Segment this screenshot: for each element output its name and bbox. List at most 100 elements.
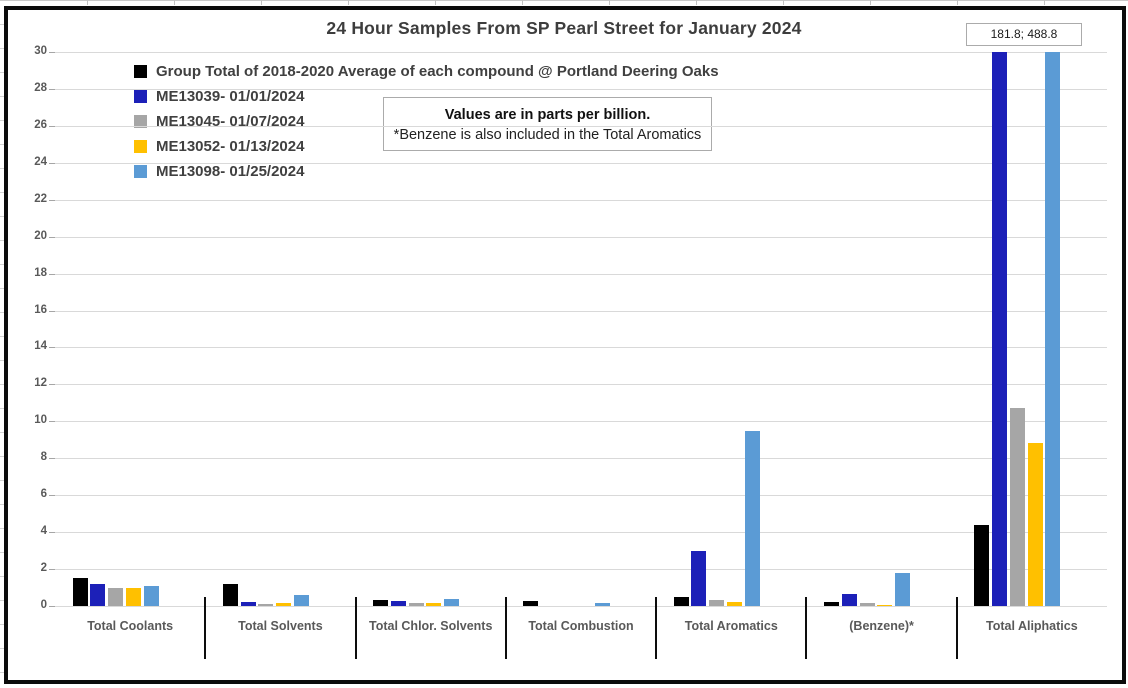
y-axis-tick [49,606,55,607]
legend-label: ME13052- 01/13/2024 [156,138,305,155]
y-axis-tick [49,162,55,164]
gridline [55,532,1107,534]
chart-legend: Group Total of 2018-2020 Average of each… [134,59,719,184]
legend-swatch-icon [134,90,147,103]
spreadsheet-row-edge [0,144,4,145]
legend-swatch-icon [134,165,147,178]
bar [222,583,238,606]
spreadsheet-row-edge [0,384,4,385]
bar [258,604,274,606]
bar [594,603,610,606]
legend-label: Group Total of 2018-2020 Average of each… [156,63,719,80]
category-label: Total Combustion [528,619,634,633]
clipped-values-callout: 181.8; 488.8 [966,23,1082,46]
spreadsheet-row-edge [0,432,4,433]
category-separator-line [204,597,207,659]
bar [293,594,309,606]
bar [895,572,911,606]
spreadsheet-column-edge [522,0,523,5]
gridline [55,384,1107,386]
category-separator-line [955,597,958,659]
y-axis-label: 12 [34,377,47,390]
gridline [55,458,1107,460]
y-axis-tick [49,310,55,312]
category-separator-line [504,597,507,659]
bar [276,603,292,606]
bar [143,585,159,606]
bar [992,52,1007,606]
bar [426,603,442,606]
legend-item: ME13052- 01/13/2024 [134,134,719,159]
category-label: Total Coolants [87,619,174,633]
y-axis-tick [49,421,55,423]
spreadsheet-row-edge [0,72,4,73]
bar [691,550,707,606]
y-axis-tick [49,273,55,275]
spreadsheet-row-edge [0,408,4,409]
spreadsheet-column-edge [174,0,175,5]
spreadsheet-row-edge [0,456,4,457]
gridline [55,199,1107,201]
bar [1027,443,1043,606]
y-axis-label: 10 [34,414,47,427]
spreadsheet-gridline [0,0,1128,1]
spreadsheet-column-edge [348,0,349,5]
y-axis-label: 14 [34,340,47,353]
y-axis-label: 16 [34,303,47,316]
bar [823,602,839,606]
gridline [55,569,1107,571]
category-label: Total Chlor. Solvents [369,619,493,633]
spreadsheet-row-edge [0,24,4,25]
y-axis-tick [49,236,55,238]
bar [240,602,256,606]
y-axis-label: 26 [34,118,47,131]
spreadsheet-row-edge [0,192,4,193]
legend-label: ME13045- 01/07/2024 [156,113,305,130]
spreadsheet-row-edge [0,240,4,241]
legend-swatch-icon [134,140,147,153]
spreadsheet-row-edge [0,672,4,673]
gridline [55,236,1107,238]
bar [72,578,88,606]
spreadsheet-row-edge [0,120,4,121]
gridline [55,88,1107,90]
bar [390,601,406,606]
spreadsheet-row-edge [0,600,4,601]
bar [673,596,689,606]
spreadsheet-row-edge [0,624,4,625]
y-axis-label: 30 [34,45,47,57]
y-axis-label: 24 [34,155,47,168]
spreadsheet-column-edge [609,0,610,5]
category-separator-line [354,597,357,659]
gridline [55,347,1107,349]
y-axis-tick [49,347,55,349]
y-axis-label: 4 [40,525,47,538]
chart-title: 24 Hour Samples From SP Pearl Street for… [326,18,802,38]
spreadsheet-row-edge [0,528,4,529]
y-axis-tick [49,569,55,571]
y-axis-tick [49,495,55,497]
units-note-line2: *Benzene is also included in the Total A… [393,127,702,143]
gridline [55,606,1107,607]
gridline [55,273,1107,275]
bar [408,603,424,606]
spreadsheet-row-edge [0,360,4,361]
legend-item: ME13039- 01/01/2024 [134,84,719,109]
y-axis-label: 6 [40,488,47,501]
bar [859,603,875,606]
y-axis-label: 0 [40,599,47,611]
category-label: Total Aromatics [684,619,778,633]
bar [841,593,857,606]
y-axis-tick [49,88,55,90]
gridline [55,125,1107,127]
spreadsheet-column-edge [696,0,697,5]
bar [727,602,743,606]
category-separator-line [655,597,658,659]
spreadsheet-row-edge [0,312,4,313]
legend-swatch-icon [134,115,147,128]
spreadsheet-row-edge [0,216,4,217]
clipped-values-text: 181.8; 488.8 [990,27,1058,41]
y-axis-tick [49,199,55,201]
y-axis-tick [49,52,55,53]
gridline [55,421,1107,423]
